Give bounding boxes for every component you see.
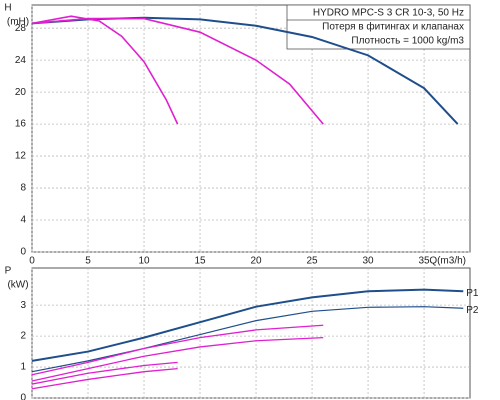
x-axis-label: Q(m3/h) — [429, 256, 466, 267]
series-label: P2 — [466, 305, 479, 316]
curve — [31, 324, 324, 376]
curve — [31, 288, 464, 362]
series-label: P1 — [466, 288, 479, 299]
y-axis-label: H — [4, 3, 11, 14]
x-tick-label: 30 — [362, 256, 374, 267]
note: Потеря в фитингах и клапанах — [322, 21, 464, 33]
y-tick-label: 1 — [20, 362, 26, 373]
curve — [31, 17, 324, 125]
y-tick-label: 28 — [15, 23, 27, 34]
y-tick-label: 4 — [20, 215, 26, 226]
y-tick-label: 0 — [20, 393, 26, 400]
x-tick-label: 10 — [138, 256, 150, 267]
curve — [31, 336, 324, 382]
x-tick-label: 25 — [306, 256, 318, 267]
legend-box — [286, 4, 471, 50]
y-tick-label: 12 — [15, 151, 27, 162]
y-tick-label: 8 — [20, 183, 26, 194]
note: Плотность = 1000 kg/m3 — [351, 36, 464, 47]
x-tick-label: 20 — [250, 256, 262, 267]
y-tick-label: 0 — [20, 247, 26, 258]
note: HYDRO MPC-S 3 CR 10-3, 50 Hz — [313, 8, 464, 19]
y-tick-label: 2 — [20, 331, 26, 342]
y-axis-label: P — [5, 266, 12, 277]
y-axis-label: (mH) — [7, 17, 29, 28]
curve — [31, 367, 178, 390]
curve — [31, 361, 178, 385]
x-tick-label: 15 — [194, 256, 206, 267]
y-tick-label: 24 — [15, 55, 27, 66]
plot-frame — [31, 4, 471, 253]
curve — [31, 306, 464, 373]
y-tick-label: 3 — [20, 300, 26, 311]
y-tick-label: 20 — [15, 87, 27, 98]
y-tick-label: 16 — [15, 119, 27, 130]
curve — [31, 15, 179, 125]
x-tick-label: 5 — [85, 256, 91, 267]
x-tick-label: 35 — [419, 256, 431, 267]
y-axis-label: (kW) — [7, 280, 28, 291]
x-tick-label: 0 — [29, 256, 35, 267]
